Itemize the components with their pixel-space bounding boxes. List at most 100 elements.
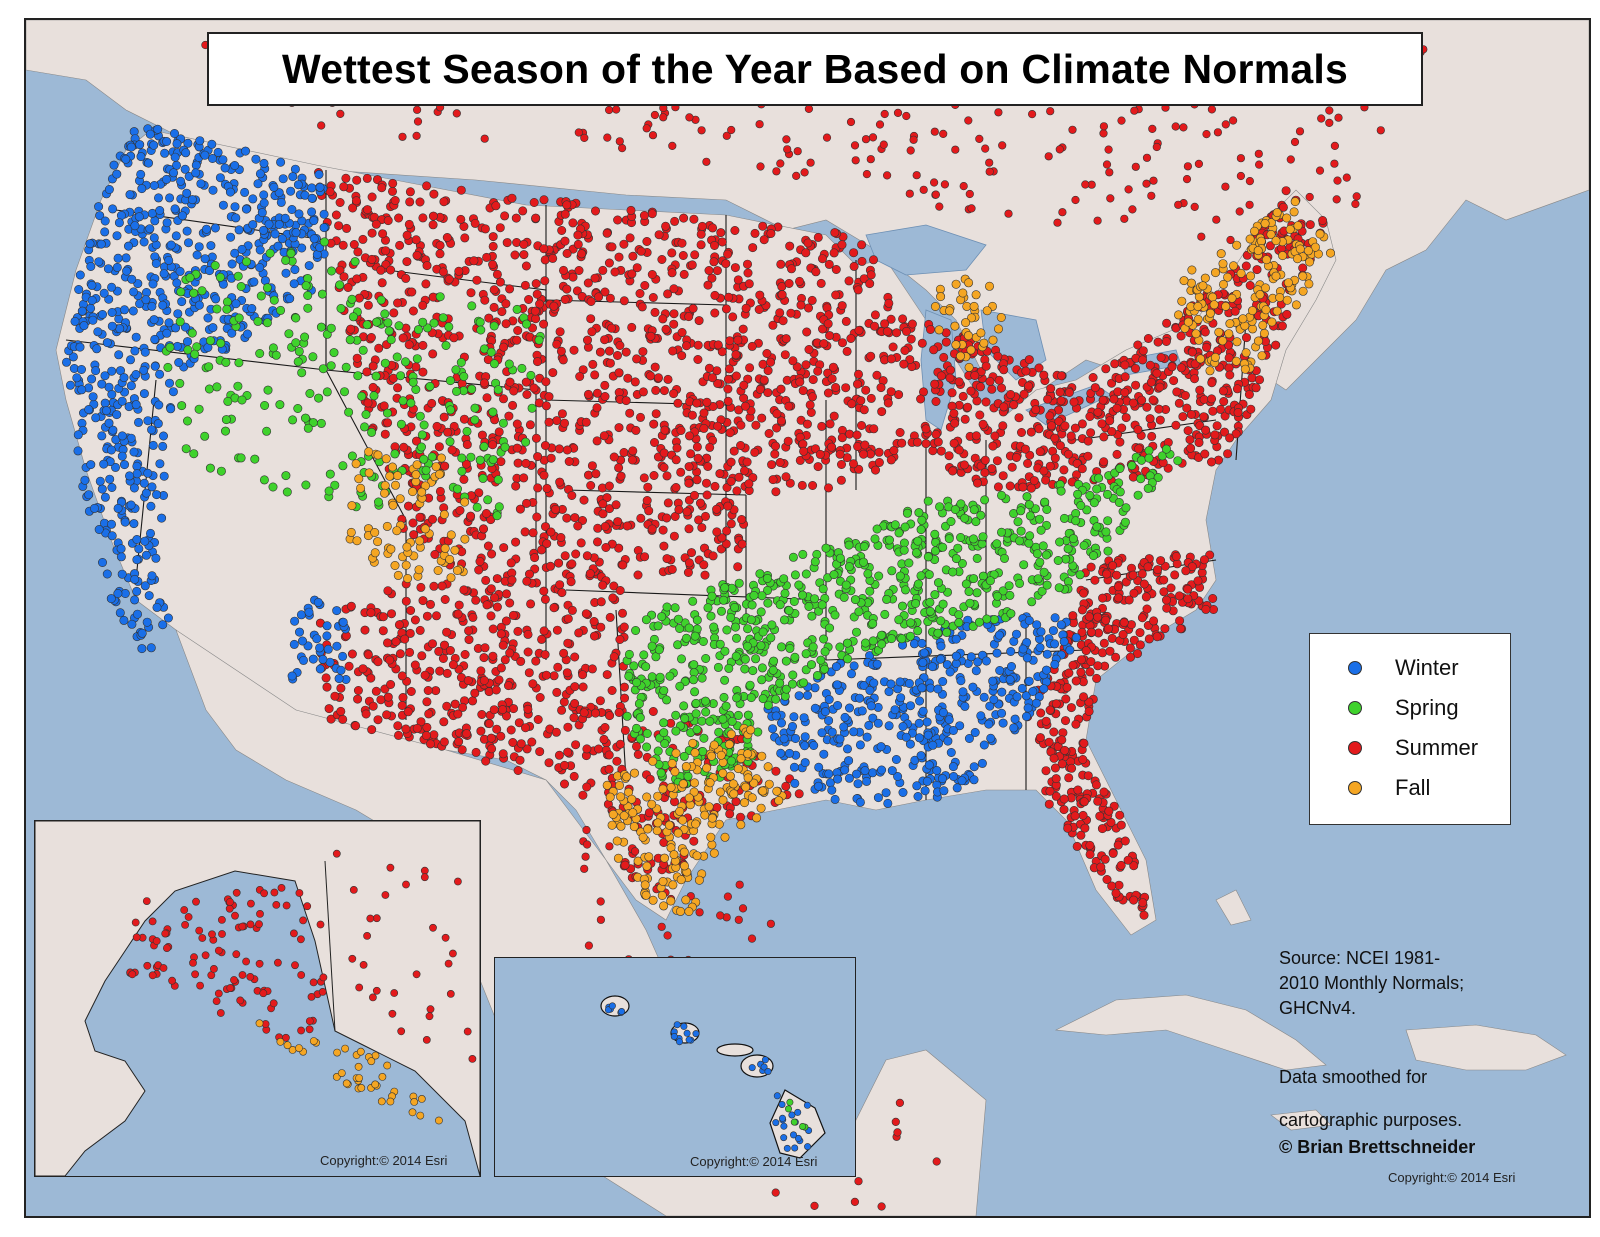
station-dot-summer — [1059, 805, 1069, 815]
station-dot-winter — [160, 148, 170, 158]
station-dot-winter — [117, 451, 127, 461]
station-dot-summer — [633, 570, 643, 580]
station-dot-summer — [858, 449, 868, 459]
station-dot-spring — [204, 384, 214, 394]
station-dot-winter — [247, 303, 257, 313]
station-dot-summer — [1045, 461, 1055, 471]
station-dot-winter — [165, 378, 175, 388]
station-dot-winter — [234, 225, 244, 235]
station-dot-summer — [1036, 708, 1046, 718]
station-dot-winter — [925, 683, 935, 693]
station-dot-summer — [801, 360, 811, 370]
station-dot-summer — [709, 257, 719, 267]
station-dot-summer — [1342, 173, 1351, 182]
station-dot-summer — [1174, 200, 1183, 209]
station-dot-summer — [782, 135, 791, 144]
station-dot-summer — [437, 581, 447, 591]
station-dot-spring — [467, 384, 477, 394]
station-dot-summer — [1156, 352, 1166, 362]
station-dot-spring — [359, 422, 369, 432]
station-dot-summer — [611, 500, 621, 510]
station-dot-winter — [100, 398, 110, 408]
station-dot-summer — [1207, 457, 1217, 467]
station-dot-summer — [511, 537, 521, 547]
station-dot-spring — [362, 320, 372, 330]
station-dot-spring — [400, 357, 410, 367]
station-dot-summer — [725, 809, 735, 819]
station-dot-winter — [105, 474, 115, 484]
station-dot-winter — [827, 727, 837, 737]
station-dot-spring — [236, 281, 246, 291]
station-dot-winter — [830, 794, 840, 804]
station-dot-summer — [368, 701, 378, 711]
station-dot-spring — [1092, 484, 1102, 494]
station-dot-summer — [1137, 569, 1147, 579]
station-dot-summer — [326, 714, 336, 724]
station-dot-winter — [945, 667, 955, 677]
station-dot-winter — [85, 239, 95, 249]
station-dot-summer — [482, 252, 492, 262]
station-dot-summer — [539, 586, 549, 596]
station-dot-summer — [1194, 438, 1204, 448]
station-dot-summer — [570, 682, 580, 692]
station-dot-winter — [318, 654, 328, 664]
station-dot-spring — [372, 317, 382, 327]
station-dot-summer — [468, 612, 478, 622]
station-dot-winter — [281, 268, 291, 278]
station-dot-summer — [669, 309, 679, 319]
station-dot-summer — [1245, 177, 1254, 186]
station-dot-summer — [367, 725, 377, 735]
station-dot-summer — [598, 580, 608, 590]
station-dot-spring — [253, 316, 263, 326]
station-dot-summer — [895, 427, 905, 437]
station-dot-summer — [697, 221, 707, 231]
station-dot-winter — [928, 740, 938, 750]
station-dot-winter — [230, 161, 240, 171]
station-dot-summer — [630, 377, 640, 387]
station-dot-summer — [866, 393, 876, 403]
station-dot-spring — [441, 340, 451, 350]
station-dot-summer — [621, 396, 631, 406]
station-dot-summer — [612, 350, 622, 360]
station-dot-summer — [582, 825, 591, 835]
station-dot-summer — [519, 239, 529, 249]
station-dot-spring — [670, 603, 680, 613]
station-dot-summer — [985, 167, 994, 176]
station-dot-summer — [1210, 430, 1220, 440]
station-dot-summer — [648, 706, 658, 716]
station-dot-spring — [262, 318, 272, 328]
station-dot-summer — [677, 351, 687, 361]
station-dot-summer — [498, 705, 508, 715]
station-dot-summer — [615, 585, 625, 595]
station-dot-summer — [362, 205, 372, 215]
station-dot-spring — [221, 415, 231, 425]
station-dot-summer — [447, 445, 457, 455]
station-dot-summer — [422, 261, 432, 271]
station-dot-winter — [139, 389, 149, 399]
station-dot-spring — [329, 348, 339, 358]
station-dot-summer — [648, 292, 658, 302]
station-dot-spring — [408, 377, 418, 387]
station-dot-summer — [1251, 383, 1261, 393]
station-dot-winter — [969, 762, 979, 772]
station-dot-winter — [139, 237, 149, 247]
station-dot-winter — [84, 490, 94, 500]
station-dot-summer — [432, 421, 442, 431]
station-dot-summer — [823, 319, 833, 329]
station-dot-summer — [999, 365, 1009, 375]
station-dot-summer — [374, 343, 384, 353]
station-dot-summer — [1135, 628, 1145, 638]
station-dot-spring — [851, 627, 861, 637]
station-dot-spring — [457, 466, 467, 476]
station-dot-summer — [1070, 423, 1080, 433]
station-dot-summer — [1107, 426, 1117, 436]
station-dot-summer — [1035, 733, 1045, 743]
station-dot-winter — [995, 665, 1005, 675]
station-dot-summer — [658, 314, 668, 324]
station-dot-summer — [1111, 888, 1121, 898]
station-dot-winter — [308, 654, 318, 664]
station-dot-winter — [182, 226, 192, 236]
station-dot-summer — [1004, 209, 1013, 218]
station-dot-summer — [602, 493, 612, 503]
station-dot-summer — [338, 240, 348, 250]
